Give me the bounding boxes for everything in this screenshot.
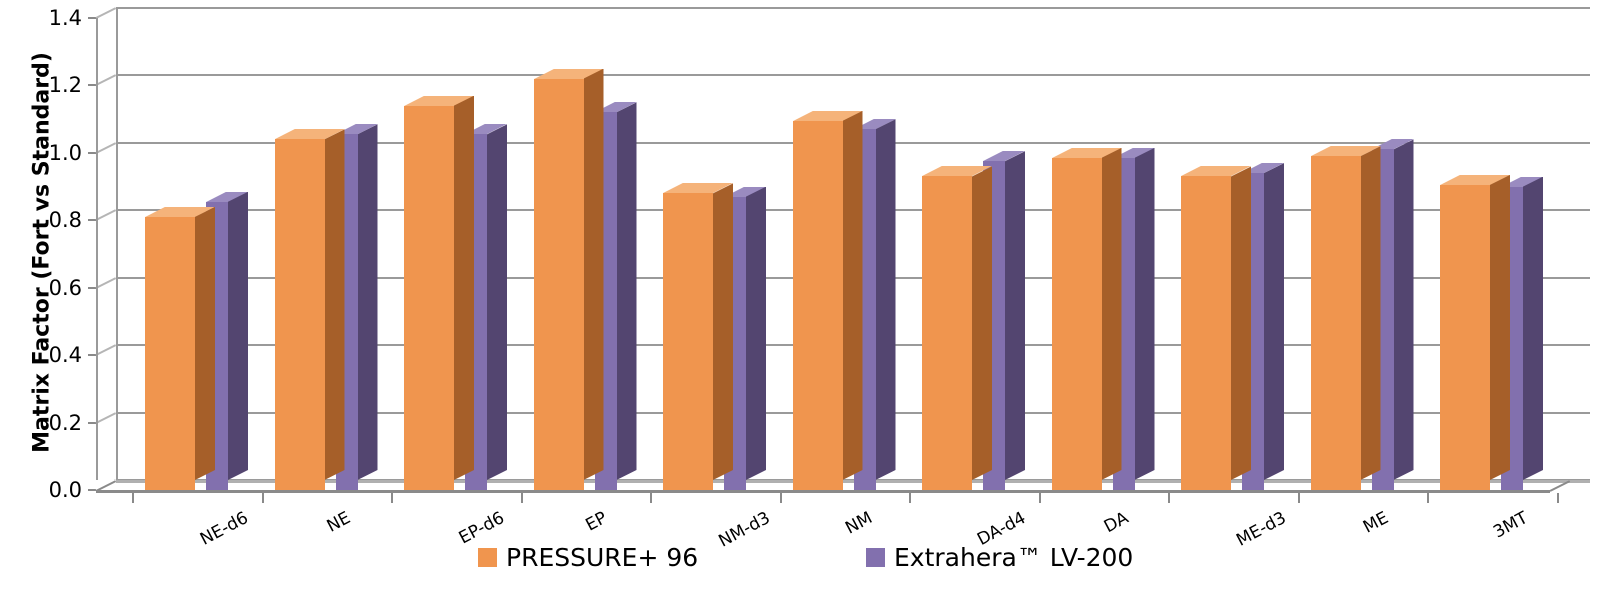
gridline-depth-connector [95,74,117,87]
x-axis-tick-mark [132,493,134,503]
x-axis-tick-label: ME-d3 [1233,508,1290,551]
x-axis-tick-mark [1297,493,1300,503]
bar-pressure96-nm[interactable] [792,120,843,490]
x-axis-tick-mark [1556,493,1559,503]
y-axis-tick-label: 0.6 [48,275,82,300]
y-axis-line-back [116,8,118,482]
legend-swatch-pressure96 [478,548,497,567]
bar-pressure96-me-side [1361,146,1381,480]
legend-label-extrahera: Extrahera™ LV-200 [894,543,1134,572]
y-axis-tick-label: 1.2 [48,73,82,98]
x-axis-tick-mark [261,493,264,503]
bar-extrahera-da-side [1135,148,1155,480]
legend-item-0[interactable]: PRESSURE+ 96 [478,545,698,570]
y-axis-tick-mark [88,354,98,357]
x-axis-tick-mark [650,493,652,503]
bar-pressure96-ep[interactable] [533,78,584,490]
gridline-depth-connector [95,209,117,222]
bar-pressure96-dad4[interactable] [922,176,972,490]
bar-pressure96-epd6[interactable] [404,105,454,490]
legend-label-pressure96: PRESSURE+ 96 [506,543,699,572]
floor-back-edge [116,480,1590,483]
gridline-depth-connector [95,7,117,19]
bar-pressure96-me[interactable] [1310,156,1361,490]
x-axis-tick-label: NM-d3 [715,508,774,552]
bar-extrahera-ne-side [358,124,378,480]
x-axis-tick-mark [779,493,782,503]
x-axis-tick-mark [391,493,393,503]
bar-extrahera-3mt-side [1523,177,1543,480]
x-axis-tick-mark [520,493,523,503]
bar-extrahera-ep-side [617,102,637,480]
y-axis-tick-mark [88,421,98,424]
floor-front-edge [96,490,1550,493]
bar-extrahera-med3-side [1264,163,1284,480]
x-axis-tick-label: EP-d6 [455,508,508,549]
legend-item-1[interactable]: Extrahera™ LV-200 [866,545,1133,570]
x-axis-tick-label: DA [1100,508,1132,538]
x-axis-tick-label: ME [1359,508,1392,538]
bar-pressure96-nm-side [843,111,863,480]
y-axis-tick-mark [88,17,98,19]
y-axis-tick-label: 0.8 [48,208,82,233]
bar-extrahera-epd6-side [487,124,507,480]
gridline-depth-connector [95,276,117,289]
x-axis-tick-mark [1427,493,1429,503]
bar-pressure96-nmd3[interactable] [663,193,713,490]
y-axis-line [96,18,98,492]
y-axis-tick-mark [88,489,98,491]
bar-pressure96-3mt-side [1490,175,1510,480]
x-axis-tick-mark [1038,493,1041,503]
y-axis-tick-mark [88,286,98,289]
bar-extrahera-nmd3-side [746,187,766,480]
bar-extrahera-dad4-side [1005,151,1025,480]
y-axis-tick-label: 1.0 [48,140,82,165]
y-axis-tick-mark [88,84,98,87]
x-axis-tick-label: NE-d6 [196,508,252,550]
bar-pressure96-med3-side [1231,166,1251,480]
x-axis-tick-mark [909,493,911,503]
y-axis-tick-label: 0.0 [48,478,82,502]
x-axis-tick-label: 3MT [1490,508,1532,543]
bar-pressure96-3mt[interactable] [1440,184,1490,490]
bar-pressure96-ne[interactable] [274,139,325,490]
y-axis-tick-label: 0.4 [48,343,82,368]
y-axis-tick-mark [88,219,98,222]
bar-pressure96-epd6-side [454,96,474,480]
gridline [116,74,1590,77]
y-axis-tick-mark [88,151,98,154]
bar-pressure96-ne-side [325,129,345,480]
bar-pressure96-ned6[interactable] [145,216,195,490]
bar-pressure96-da-side [1102,148,1122,480]
bar-pressure96-ep-side [584,69,604,480]
bar-extrahera-ned6-side [228,192,248,480]
bar-extrahera-nm-side [876,119,896,480]
x-axis-tick-label: EP [581,508,610,536]
gridline-depth-connector [95,344,117,357]
bar-pressure96-ned6-side [195,207,215,480]
gridline-depth-connector [95,411,117,424]
y-axis-tick-label: 1.4 [48,6,82,30]
gridline [116,7,1590,9]
bar-pressure96-dad4-side [972,166,992,480]
gridline-depth-connector [95,141,117,154]
x-axis-tick-label: NE [323,508,354,537]
x-axis-tick-label: NM [841,508,876,539]
x-axis-tick-mark [1168,493,1170,503]
bar-pressure96-med3[interactable] [1181,176,1231,490]
legend-swatch-extrahera [866,548,885,567]
bar-extrahera-me-side [1394,139,1414,480]
bar-pressure96-da[interactable] [1051,157,1102,490]
bar-pressure96-nmd3-side [713,183,733,480]
y-axis-tick-label: 0.2 [48,410,82,435]
